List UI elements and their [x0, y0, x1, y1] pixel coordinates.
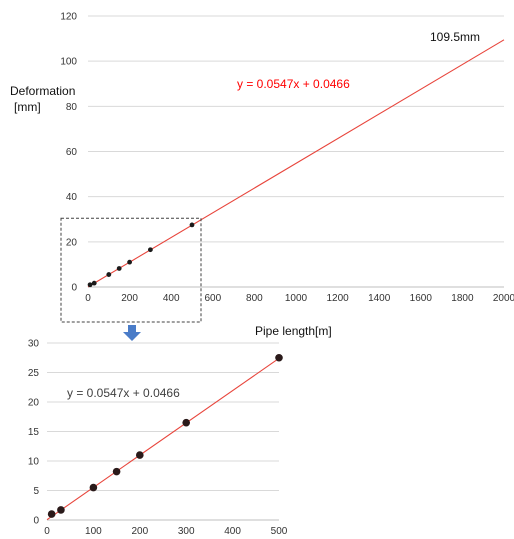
end-value-annotation: 109.5mm: [430, 30, 480, 44]
data-point: [189, 222, 195, 228]
y-tick-label: 25: [28, 368, 40, 379]
y-tick-label: 20: [28, 398, 40, 409]
x-tick-label: 0: [44, 526, 50, 537]
zoom-region-box: [60, 217, 202, 323]
data-point: [112, 467, 121, 476]
data-point: [91, 280, 97, 286]
data-point: [136, 451, 144, 459]
x-axis-label: Pipe length[m]: [255, 324, 332, 338]
x-tick-label: 100: [85, 526, 102, 537]
data-point: [57, 506, 65, 514]
y-tick-label: 0: [71, 283, 77, 294]
y-tick-label: 5: [33, 486, 39, 497]
x-tick-label: 1000: [285, 293, 308, 304]
y-tick-label: 120: [60, 12, 77, 23]
data-point: [89, 483, 98, 492]
zoom-trendline-equation: y = 0.0547x + 0.0466: [67, 386, 180, 400]
trendline: [46, 357, 280, 521]
x-tick-label: 2000: [493, 293, 514, 304]
y-tick-label: 100: [60, 57, 77, 68]
data-point: [106, 272, 112, 277]
data-point: [148, 247, 153, 253]
x-tick-label: 600: [204, 293, 221, 304]
x-tick-label: 1400: [368, 293, 391, 304]
data-point: [127, 259, 132, 265]
data-point: [275, 353, 283, 362]
y-axis-label-unit: [mm]: [14, 100, 41, 114]
x-tick-label: 1600: [410, 293, 433, 304]
y-axis-label: Deformation: [10, 84, 75, 98]
x-tick-label: 200: [131, 526, 148, 537]
data-point: [182, 418, 190, 427]
y-tick-label: 40: [66, 192, 78, 203]
x-tick-label: 400: [163, 293, 180, 304]
x-tick-label: 200: [121, 293, 138, 304]
x-tick-label: 500: [271, 526, 288, 537]
x-tick-label: 1800: [451, 293, 474, 304]
trendline-equation: y = 0.0547x + 0.0466: [237, 77, 350, 91]
x-tick-label: 400: [224, 526, 241, 537]
data-point: [116, 266, 122, 271]
x-tick-label: 800: [246, 293, 263, 304]
trendline: [87, 39, 505, 288]
y-tick-label: 60: [66, 147, 78, 158]
overlay: [60, 217, 202, 341]
x-tick-label: 300: [178, 526, 195, 537]
y-tick-label: 15: [28, 427, 40, 438]
y-tick-label: 30: [28, 339, 40, 350]
data-point: [47, 510, 56, 518]
y-tick-label: 0: [33, 516, 39, 527]
data-point: [87, 282, 93, 288]
y-tick-label: 10: [28, 457, 40, 468]
zoom-arrow-icon: [123, 325, 141, 341]
y-tick-label: 80: [66, 102, 78, 113]
x-tick-label: 1200: [326, 293, 349, 304]
y-tick-label: 20: [66, 237, 78, 248]
x-tick-label: 0: [85, 293, 91, 304]
